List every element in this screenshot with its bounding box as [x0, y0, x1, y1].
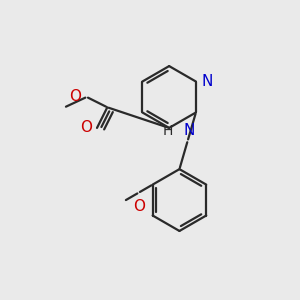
Text: H: H	[163, 124, 173, 138]
Text: N: N	[201, 74, 213, 89]
Text: O: O	[80, 120, 92, 135]
Text: N: N	[184, 123, 195, 138]
Text: O: O	[69, 89, 81, 104]
Text: O: O	[133, 199, 145, 214]
